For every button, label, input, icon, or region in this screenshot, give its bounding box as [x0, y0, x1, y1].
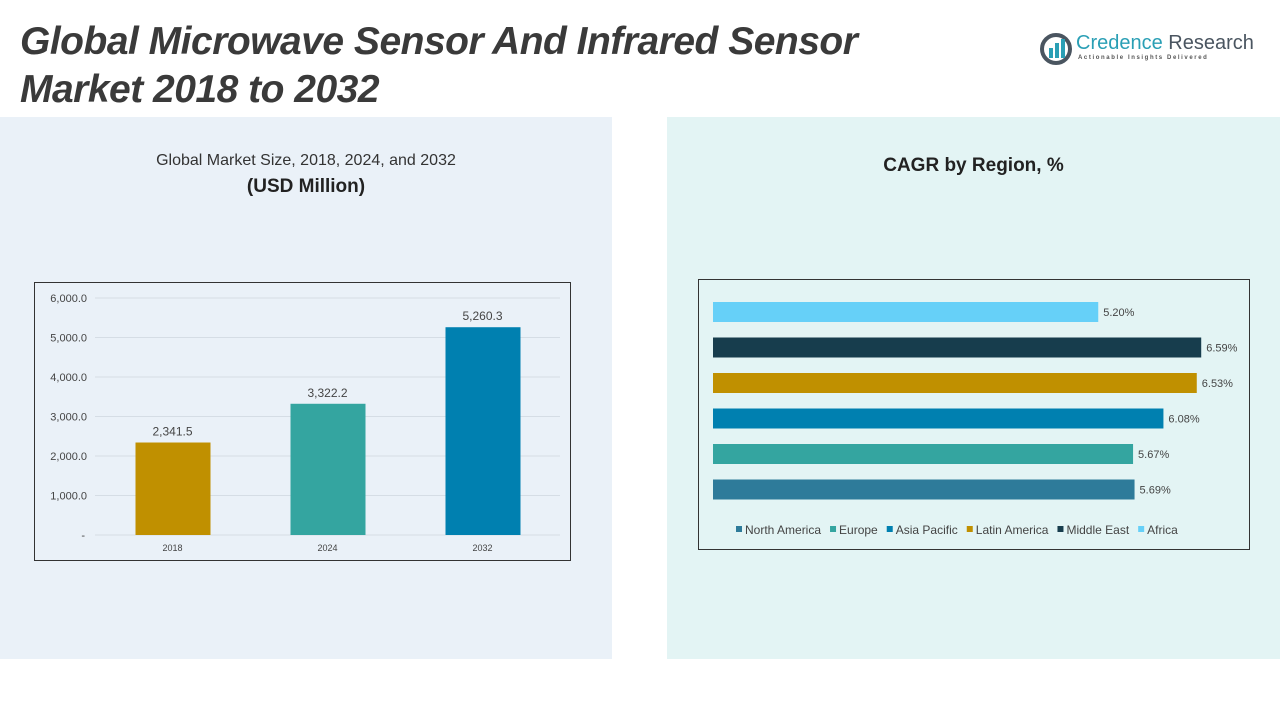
- data-label: 6.08%: [1168, 414, 1199, 426]
- y-tick-label: 6,000.0: [50, 293, 87, 305]
- bar-asia-pacific: [713, 408, 1164, 429]
- bar-2024: [290, 403, 366, 535]
- bar-2018: [135, 442, 211, 535]
- market-size-chart: - 1,000.0 2,000.0 3,000.0 4,000.0 5,000.0 6,00…: [50, 293, 560, 553]
- y-tick-label: -: [81, 530, 85, 542]
- data-label: 2,341.5: [152, 425, 192, 439]
- page-title: Global Microwave Sensor And Infrared Sen…: [20, 20, 858, 111]
- bar-middle-east: [713, 337, 1202, 358]
- x-tick-label: 2032: [472, 543, 492, 553]
- credence-research-logo: Credence Research Actionable Insights De…: [1040, 30, 1260, 70]
- legend-swatch: [1138, 526, 1145, 532]
- y-tick-label: 3,000.0: [50, 412, 87, 424]
- bar-chart-title: Global Market Size, 2018, 2024, and 2032: [156, 152, 456, 169]
- bar-latin-america: [713, 373, 1197, 393]
- legend-item: Middle East: [1066, 523, 1129, 537]
- y-tick-label: 5,000.0: [50, 333, 87, 345]
- cagr-chart: 5.69% 5.67% 6.08% 6.53% 6.59% 5.20% North Amer…: [713, 302, 1238, 537]
- data-label: 5.67%: [1138, 449, 1169, 461]
- market-size-chart-frame: - 1,000.0 2,000.0 3,000.0 4,000.0 5,000.0 6,00…: [34, 282, 571, 561]
- y-tick-label: 2,000.0: [50, 451, 87, 463]
- data-label: 6.53%: [1202, 378, 1233, 390]
- legend-swatch: [736, 526, 742, 532]
- legend-swatch: [966, 526, 973, 532]
- data-label: 5,260.3: [462, 309, 502, 323]
- legend-item: Africa: [1147, 523, 1178, 537]
- legend-item: North America: [745, 523, 821, 537]
- y-tick-label: 1,000.0: [50, 491, 87, 503]
- data-label: 5.69%: [1140, 485, 1171, 497]
- cagr-chart-frame: 5.69% 5.67% 6.08% 6.53% 6.59% 5.20% North Amer…: [698, 279, 1250, 550]
- cagr-chart-title: CAGR by Region, %: [883, 155, 1064, 176]
- logo-icon: [1040, 33, 1072, 65]
- legend-item: Latin America: [976, 523, 1049, 537]
- bar-africa: [713, 302, 1099, 322]
- legend-swatch: [1057, 526, 1064, 532]
- legend-swatch: [830, 526, 837, 532]
- legend-item: Asia Pacific: [896, 523, 958, 537]
- bar-2032: [445, 327, 521, 535]
- x-tick-label: 2018: [162, 543, 182, 553]
- bar-north-america: [713, 479, 1135, 500]
- data-label: 6.59%: [1206, 343, 1237, 355]
- data-label: 3,322.2: [307, 386, 347, 400]
- legend-item: Europe: [839, 523, 878, 537]
- legend-swatch: [886, 526, 893, 532]
- data-label: 5.20%: [1103, 307, 1134, 319]
- bar-chart-subtitle: (USD Million): [246, 176, 366, 197]
- x-tick-label: 2024: [317, 543, 337, 553]
- y-tick-label: 4,000.0: [50, 372, 87, 384]
- bar-europe: [713, 444, 1134, 464]
